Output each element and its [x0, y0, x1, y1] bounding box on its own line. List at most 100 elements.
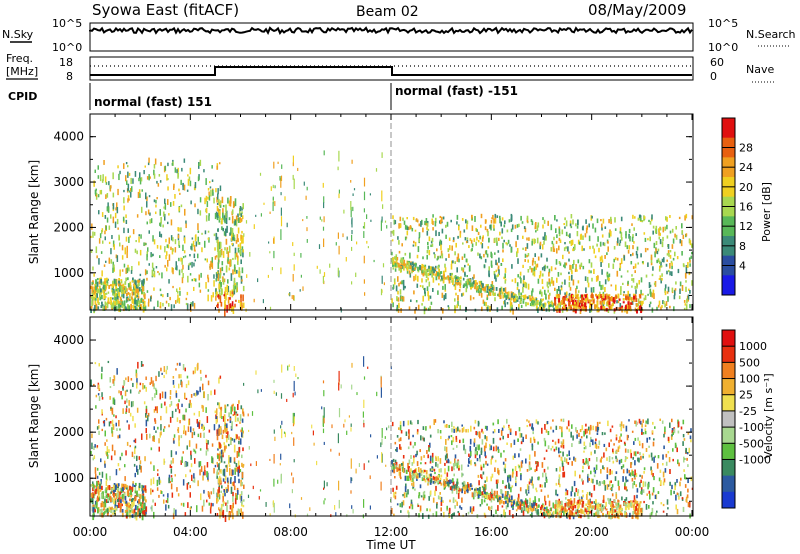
data-point: [239, 469, 242, 473]
data-point: [94, 490, 97, 495]
data-point: [123, 263, 126, 268]
data-point: [175, 403, 178, 407]
data-point: [551, 301, 554, 306]
colorbar-swatch: [722, 118, 735, 139]
data-point: [554, 302, 557, 306]
data-point: [583, 513, 586, 518]
data-point: [92, 231, 94, 238]
data-point: [398, 282, 400, 287]
data-point: [393, 492, 395, 498]
data-point: [455, 242, 457, 248]
data-point: [521, 221, 524, 224]
data-point: [681, 230, 684, 234]
data-point: [234, 498, 237, 505]
data-point: [237, 508, 240, 517]
data-point: [648, 304, 651, 308]
data-point: [428, 250, 431, 256]
data-point: [241, 481, 243, 487]
data-point: [628, 228, 631, 234]
data-point: [219, 442, 221, 448]
data-point: [235, 215, 238, 220]
data-point: [224, 475, 227, 481]
data-point: [659, 265, 661, 271]
data-point: [625, 231, 627, 236]
data-point: [236, 510, 239, 516]
data-point: [237, 460, 240, 466]
data-point: [101, 301, 103, 305]
data-point: [465, 288, 468, 293]
data-point: [586, 492, 589, 495]
data-point: [556, 277, 558, 283]
data-point: [601, 504, 604, 508]
data-point: [614, 217, 616, 223]
data-point: [560, 285, 563, 291]
data-point: [480, 256, 483, 260]
data-point: [182, 244, 184, 251]
data-point: [373, 259, 375, 263]
data-point: [489, 224, 491, 229]
data-point: [134, 447, 136, 455]
data-point: [146, 221, 148, 225]
data-point: [110, 214, 112, 219]
data-point: [180, 204, 183, 208]
data-point: [135, 299, 138, 305]
data-point: [230, 406, 232, 415]
data-point: [194, 458, 196, 464]
data-point: [194, 259, 196, 262]
data-point: [680, 426, 683, 430]
data-point: [118, 173, 120, 181]
data-point: [581, 304, 584, 307]
data-point: [312, 430, 314, 436]
data-point: [519, 271, 522, 276]
data-point: [182, 502, 185, 507]
data-point: [280, 453, 282, 460]
data-point: [495, 479, 498, 485]
data-point: [227, 197, 229, 204]
data-point: [219, 477, 222, 484]
data-point: [160, 293, 162, 297]
data-point: [218, 202, 221, 207]
data-point: [281, 364, 283, 373]
data-point: [608, 232, 611, 238]
data-point: [124, 483, 127, 489]
data-point: [529, 297, 532, 302]
data-point: [110, 407, 112, 411]
data-point: [241, 302, 243, 309]
data-point: [388, 425, 390, 429]
data-point: [159, 302, 162, 309]
data-point: [405, 490, 407, 494]
data-point: [540, 253, 543, 258]
data-point: [119, 303, 122, 306]
data-point: [125, 162, 128, 165]
data-point: [141, 504, 143, 509]
data-point: [534, 253, 536, 258]
data-point: [620, 258, 623, 265]
data-point: [94, 291, 97, 295]
data-point: [434, 254, 436, 259]
data-point: [95, 473, 97, 480]
data-point: [272, 500, 274, 508]
data-point: [104, 496, 107, 500]
data-point: [125, 411, 127, 415]
data-point: [601, 456, 603, 459]
data-point: [219, 295, 222, 304]
data-point: [112, 216, 115, 224]
data-point: [661, 305, 663, 308]
data-point: [124, 281, 127, 285]
data-point: [172, 380, 175, 385]
data-point: [145, 408, 148, 415]
data-point: [501, 505, 504, 508]
data-point: [445, 446, 448, 453]
data-point: [534, 239, 536, 244]
data-point: [585, 458, 588, 464]
data-point: [484, 484, 487, 490]
data-point: [166, 174, 168, 181]
data-point: [226, 488, 228, 493]
data-point: [129, 293, 131, 297]
data-point: [392, 229, 395, 236]
data-point: [486, 306, 489, 312]
data-point: [131, 298, 134, 304]
data-point: [194, 450, 197, 454]
data-point: [488, 270, 490, 277]
data-point: [407, 475, 410, 482]
